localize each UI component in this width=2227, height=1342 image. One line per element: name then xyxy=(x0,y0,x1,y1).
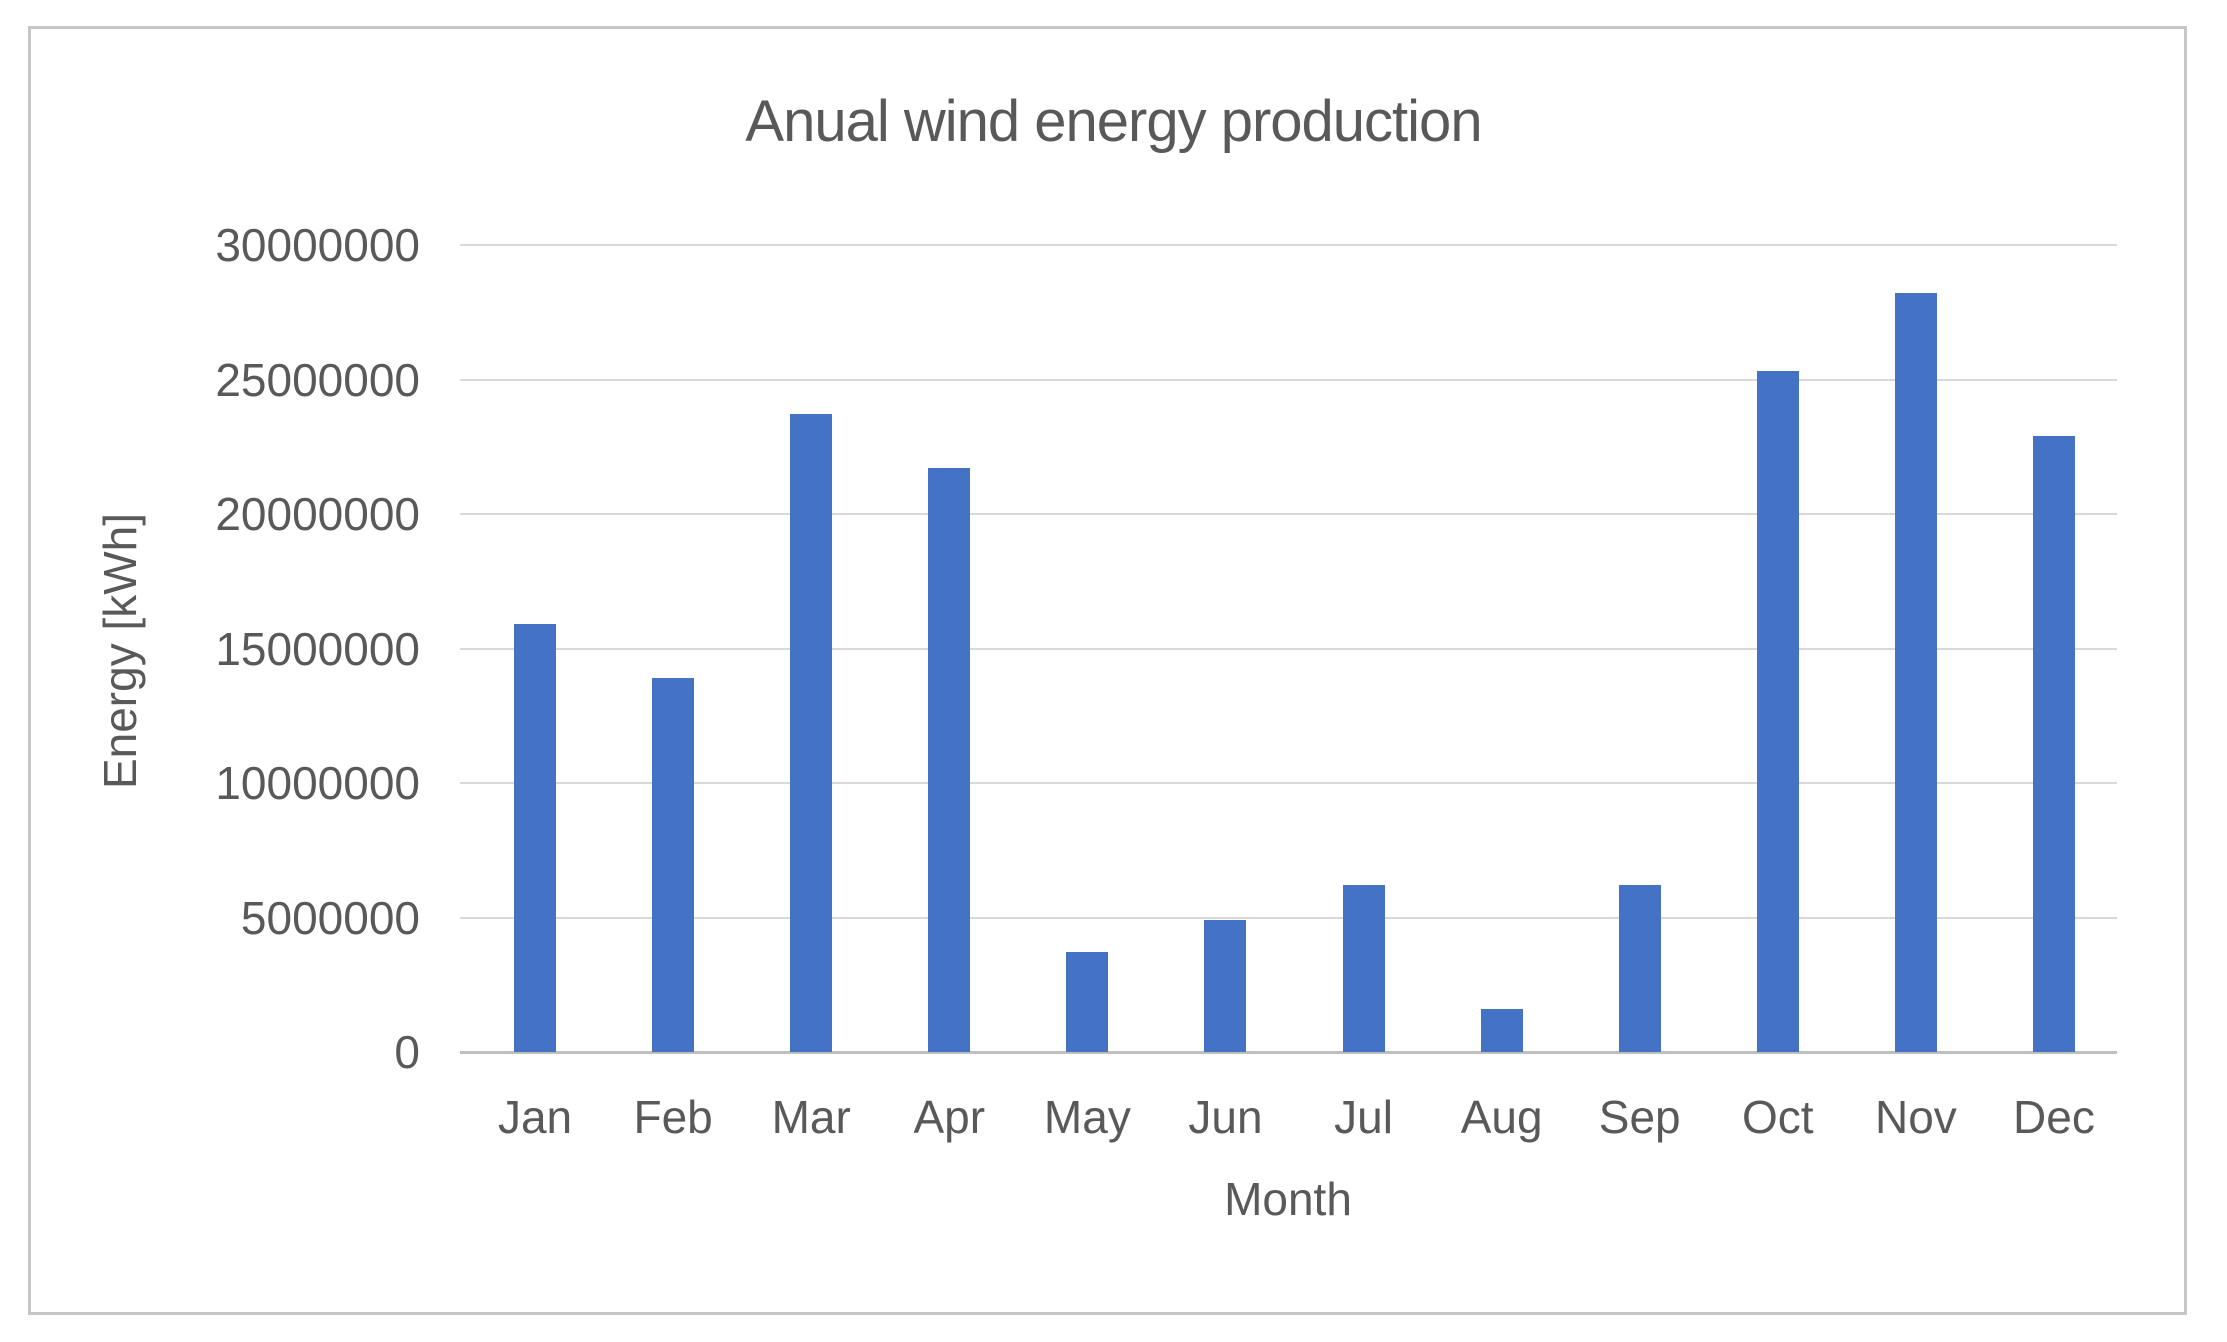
bar-sep xyxy=(1618,885,1661,1052)
x-axis-title: Month xyxy=(1224,1173,1352,1225)
x-axis-line xyxy=(460,1051,2117,1054)
x-tick-label-jul: Jul xyxy=(1334,1091,1393,1143)
x-tick-label-nov: Nov xyxy=(1874,1091,1957,1143)
x-tick-label-oct: Oct xyxy=(1742,1091,1814,1143)
x-tick-label-jan: Jan xyxy=(497,1091,573,1143)
chart-border-frame xyxy=(28,26,2187,1315)
bar-jul xyxy=(1342,885,1385,1052)
bar-dec xyxy=(2032,435,2075,1052)
y-tick-label: 20000000 xyxy=(215,488,420,540)
x-tick-label-mar: Mar xyxy=(771,1091,851,1143)
x-tick-label-dec: Dec xyxy=(2013,1091,2095,1143)
y-tick-label: 30000000 xyxy=(215,219,420,271)
bar-apr xyxy=(928,468,971,1052)
x-tick-label-jun: Jun xyxy=(1188,1091,1263,1143)
y-tick-label: 10000000 xyxy=(215,757,420,809)
bar-may xyxy=(1066,952,1109,1052)
y-tick-label: 5000000 xyxy=(240,891,420,944)
x-tick-label-sep: Sep xyxy=(1598,1091,1681,1143)
bar-jun xyxy=(1204,920,1247,1052)
bar-feb xyxy=(652,678,695,1052)
bar-nov xyxy=(1894,293,1937,1052)
gridline-20000000 xyxy=(460,513,2117,515)
bar-oct xyxy=(1756,371,1799,1052)
y-tick-label: 25000000 xyxy=(215,353,420,406)
gridline-10000000 xyxy=(460,782,2117,784)
y-tick-label: 0 xyxy=(394,1026,420,1078)
bar-aug xyxy=(1480,1008,1523,1052)
gridline-5000000 xyxy=(460,916,2117,919)
gridline-25000000 xyxy=(460,378,2117,381)
chart-title: Anual wind energy production xyxy=(745,89,1482,154)
y-tick-label: 15000000 xyxy=(215,622,420,675)
x-tick-label-aug: Aug xyxy=(1460,1091,1543,1143)
x-tick-label-may: May xyxy=(1043,1091,1131,1143)
gridline-15000000 xyxy=(460,647,2117,650)
bar-jan xyxy=(514,624,557,1052)
bar-mar xyxy=(790,414,833,1052)
gridline-30000000 xyxy=(460,244,2117,246)
y-axis-title: Energy [kWh] xyxy=(94,512,146,790)
x-tick-label-feb: Feb xyxy=(633,1091,713,1143)
x-tick-label-apr: Apr xyxy=(913,1091,986,1143)
